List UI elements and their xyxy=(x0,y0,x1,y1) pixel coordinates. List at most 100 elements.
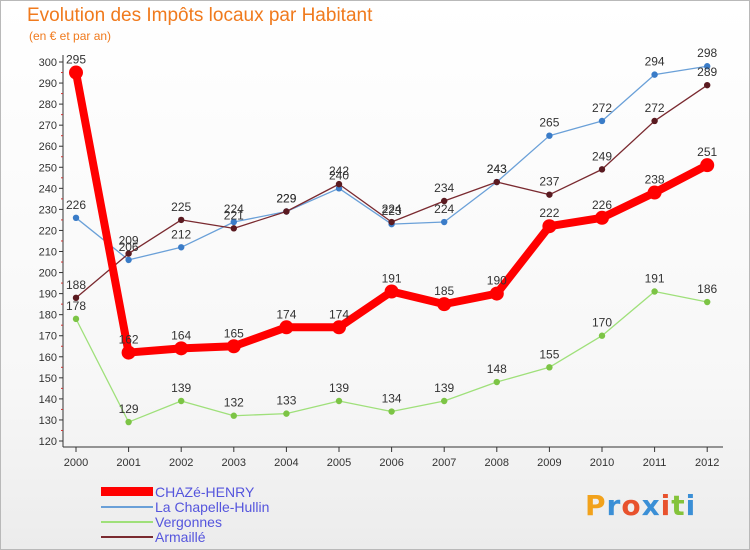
data-point-vergonnes xyxy=(72,315,80,323)
proxiti-logo[interactable]: Proxiti xyxy=(585,489,696,522)
data-point-armaille xyxy=(704,81,711,89)
data-label-vergonnes: 191 xyxy=(645,272,665,286)
data-label-chaze-henry: 226 xyxy=(592,198,612,212)
x-tick-label: 2007 xyxy=(432,457,456,469)
data-point-vergonnes xyxy=(493,378,500,386)
data-point-armaille xyxy=(546,191,553,198)
y-tick-label: 290 xyxy=(39,78,57,90)
data-point-vergonnes xyxy=(441,397,448,405)
data-label-vergonnes: 139 xyxy=(171,381,191,395)
data-label-la-chapelle-hullin: 229 xyxy=(276,191,296,205)
data-point-chaze-henry xyxy=(647,185,662,200)
x-tick-label: 2001 xyxy=(116,457,140,469)
y-tick-label: 250 xyxy=(39,162,57,174)
x-tick-label: 2011 xyxy=(643,457,667,469)
legend-label-chaze-henry: CHAZé-HENRY xyxy=(155,483,255,500)
legend-item-armaille[interactable]: Armaillé xyxy=(101,528,361,545)
y-tick-label: 280 xyxy=(39,99,57,111)
data-label-chaze-henry: 251 xyxy=(697,145,717,159)
data-label-chaze-henry: 238 xyxy=(645,173,665,187)
data-label-la-chapelle-hullin: 224 xyxy=(434,202,454,216)
legend-item-chaze-henry[interactable]: CHAZé-HENRY xyxy=(101,483,361,500)
data-label-vergonnes: 134 xyxy=(382,392,402,406)
series-line-armaille xyxy=(75,84,708,299)
data-label-vergonnes: 132 xyxy=(224,396,244,410)
y-tick-label: 140 xyxy=(39,394,57,406)
y-tick-label: 130 xyxy=(39,415,57,427)
legend-swatch-vergonnes xyxy=(101,520,153,523)
y-tick-label: 150 xyxy=(39,373,57,385)
logo-letter: r xyxy=(606,489,622,522)
data-point-la-chapelle-hullin xyxy=(230,218,237,226)
x-tick-label: 2004 xyxy=(274,457,298,469)
data-label-chaze-henry: 174 xyxy=(329,307,349,321)
legend: CHAZé-HENRY La Chapelle-Hullin Vergonnes… xyxy=(101,483,361,545)
data-point-armaille xyxy=(230,225,237,232)
data-label-chaze-henry: 174 xyxy=(276,307,296,321)
x-tick-label: 2000 xyxy=(64,457,88,469)
data-point-armaille xyxy=(335,180,343,188)
logo-letter: i xyxy=(685,489,697,522)
y-tick-label: 230 xyxy=(39,204,57,216)
data-label-armaille: 234 xyxy=(434,181,454,195)
chart-subtitle: (en € et par an) xyxy=(29,29,112,43)
data-point-chaze-henry xyxy=(700,158,715,173)
y-tick-label: 170 xyxy=(39,331,57,343)
data-point-armaille xyxy=(598,166,606,173)
legend-item-vergonnes[interactable]: Vergonnes xyxy=(101,513,361,530)
x-tick-label: 2006 xyxy=(379,457,403,469)
y-tick-label: 220 xyxy=(39,225,57,237)
data-label-armaille: 229 xyxy=(276,191,296,205)
legend-item-la-chapelle-hullin[interactable]: La Chapelle-Hullin xyxy=(101,499,361,515)
data-label-armaille: 237 xyxy=(539,175,559,189)
legend-swatch-armaille xyxy=(101,535,153,538)
data-label-vergonnes: 133 xyxy=(276,394,296,408)
x-tick-label: 2010 xyxy=(590,457,614,469)
data-point-la-chapelle-hullin xyxy=(125,256,132,264)
data-label-chaze-henry: 162 xyxy=(119,333,139,347)
x-tick-label: 2003 xyxy=(222,457,246,469)
data-point-vergonnes xyxy=(546,364,553,371)
y-tick-label: 160 xyxy=(39,352,57,364)
y-tick-label: 260 xyxy=(39,141,57,153)
data-point-armaille xyxy=(178,216,185,224)
data-point-vergonnes xyxy=(283,410,290,417)
y-tick-label: 120 xyxy=(39,436,57,448)
data-point-chaze-henry xyxy=(279,320,294,335)
data-label-vergonnes: 155 xyxy=(539,347,559,361)
data-label-chaze-henry: 295 xyxy=(66,53,86,67)
data-point-vergonnes xyxy=(178,397,185,405)
y-tick-label: 200 xyxy=(39,268,57,280)
data-label-la-chapelle-hullin: 223 xyxy=(382,204,402,218)
data-point-vergonnes xyxy=(598,332,606,339)
y-tick-label: 270 xyxy=(39,120,57,132)
data-label-armaille: 188 xyxy=(66,278,86,292)
x-tick-label: 2002 xyxy=(169,457,193,469)
x-tick-label: 2012 xyxy=(695,457,719,469)
data-label-armaille: 243 xyxy=(487,162,507,176)
data-label-chaze-henry: 191 xyxy=(382,272,402,286)
legend-label-vergonnes: Vergonnes xyxy=(155,513,222,530)
y-tick-label: 240 xyxy=(39,183,57,195)
legend-swatch-chaze-henry xyxy=(101,487,153,496)
data-point-vergonnes xyxy=(388,408,395,415)
data-label-vergonnes: 139 xyxy=(329,381,349,395)
x-tick-label: 2009 xyxy=(537,457,561,469)
data-label-chaze-henry: 222 xyxy=(539,206,559,220)
data-label-vergonnes: 170 xyxy=(592,316,612,330)
data-label-chaze-henry: 165 xyxy=(224,326,244,340)
data-point-la-chapelle-hullin xyxy=(72,214,80,222)
data-label-armaille: 209 xyxy=(119,234,139,248)
data-label-vergonnes: 178 xyxy=(66,299,86,313)
data-label-chaze-henry: 164 xyxy=(171,328,191,342)
y-tick-label: 180 xyxy=(39,310,57,322)
data-point-vergonnes xyxy=(651,288,658,295)
data-label-la-chapelle-hullin: 265 xyxy=(539,116,559,130)
data-label-la-chapelle-hullin: 224 xyxy=(224,202,244,216)
legend-label-armaille: Armaillé xyxy=(155,528,206,545)
logo-letter: t xyxy=(671,489,686,522)
data-label-vergonnes: 139 xyxy=(434,381,454,395)
data-point-vergonnes xyxy=(335,397,343,405)
